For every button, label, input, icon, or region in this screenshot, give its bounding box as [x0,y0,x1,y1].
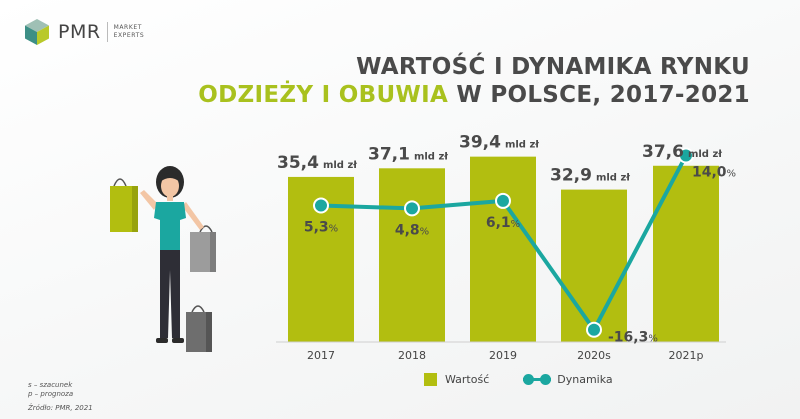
legend-line-label: Dynamika [557,373,613,386]
note-estimate: s – szacunek [28,381,73,389]
pmr-cube-icon [25,19,49,45]
chart-title-rest: W POLSCE, 2017-2021 [448,82,750,108]
dynamics-value-label: 14,0% [692,165,736,181]
bar [653,165,719,342]
shopper-illustration [110,166,216,352]
bar [379,168,445,342]
dynamics-point [404,200,420,217]
shopping-bag-icon [110,178,138,232]
brand-name: PMR [58,21,101,43]
legend-bar-swatch [424,373,437,386]
legend-bar-label: Wartość [445,373,490,386]
dynamics-value-label: -16,3% [608,330,658,346]
legend: Wartość Dynamika [424,373,613,386]
note-forecast: p – prognoza [28,390,74,398]
x-tick-label: 2017 [307,349,335,362]
logo-divider [106,22,108,42]
x-tick-label: 2021p [669,349,704,362]
x-tick-label: 2018 [398,349,426,362]
chart-title-line2: ODZIEŻY I OBUWIA W POLSCE, 2017-2021 [198,82,750,108]
dynamics-value-label: 6,1% [486,215,520,231]
brand-tagline-line2: EXPERTS [113,32,145,39]
dynamics-point [313,197,329,214]
chart-title-line1: WARTOŚĆ I DYNAMIKA RYNKU [356,54,750,80]
shopping-bag-icon [186,305,212,352]
bar [561,189,627,342]
brand-tagline-line1: MARKET [113,24,143,31]
x-tick-label: 2019 [489,349,517,362]
chart-title-highlight: ODZIEŻY I OBUWIA [198,82,449,108]
x-tick-label: 2020s [577,349,611,362]
dynamics-value-label: 5,3% [304,220,338,236]
dynamics-point [495,192,511,209]
source-note: Źródło: PMR, 2021 [28,404,93,412]
dynamics-point [586,321,602,338]
shopping-bag-icon [190,225,216,272]
pmr-logo: PMR MARKET EXPERTS [24,14,144,50]
brand-tagline: MARKET EXPERTS [114,24,145,40]
dynamics-value-label: 4,8% [395,222,429,238]
bar-value-label: 37,1 mld zł [368,144,448,164]
bar [470,156,536,342]
legend-line-swatch [523,373,552,386]
bar-value-label: 39,4 mld zł [459,133,539,153]
woman-figure [140,166,204,343]
dynamics-point [678,147,694,164]
bar-value-label: 32,9 mld zł [550,166,630,186]
bar-value-label: 37,6 mld zł [642,142,722,162]
bar-value-label: 35,4 mld zł [277,153,357,173]
